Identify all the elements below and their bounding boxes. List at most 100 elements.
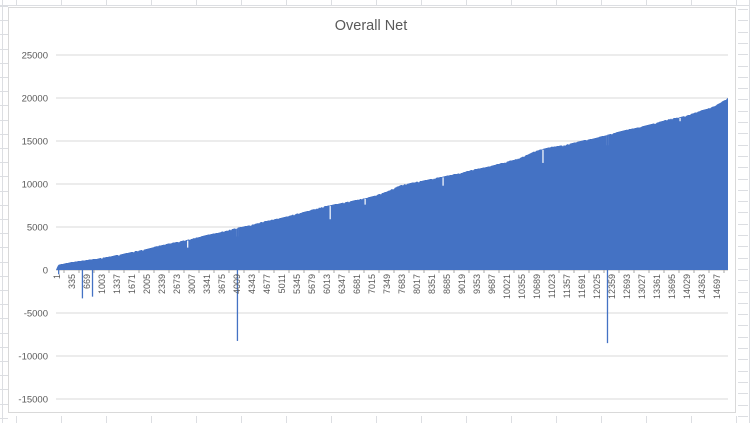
x-axis-label: 13361 [652, 274, 662, 299]
x-axis-label: 8017 [412, 274, 422, 294]
sheet-gridline [331, 416, 332, 423]
x-axis-label: 1003 [97, 274, 107, 294]
sheet-gridline [0, 77, 8, 78]
sheet-gridline [738, 42, 748, 44]
sheet-gridline [738, 235, 748, 236]
sheet-gridline [691, 0, 692, 5]
sheet-gridline [151, 416, 152, 423]
sheet-gridline [241, 0, 242, 5]
sheet-gridline [738, 246, 748, 248]
sheet-gridline [738, 144, 748, 146]
sheet-gridline [16, 416, 17, 423]
x-axis-label: 8685 [442, 274, 452, 294]
chart-title: Overall Net [335, 18, 408, 34]
sheet-gridline [556, 416, 557, 423]
sheet-gridline [738, 65, 748, 67]
sheet-gridline [0, 247, 8, 249]
sheet-gridline [466, 0, 467, 5]
x-axis-label: 4343 [247, 274, 257, 294]
sheet-gridline [0, 204, 8, 206]
sheet-gridline [241, 416, 242, 423]
x-axis-label: 12359 [607, 274, 617, 299]
sheet-gridline [0, 119, 8, 121]
sheet-gridline [738, 280, 748, 282]
x-axis-label: 7349 [382, 274, 392, 294]
y-axis-label: -10000 [18, 352, 48, 363]
y-axis-label: 20000 [22, 94, 48, 105]
y-axis-label: 25000 [22, 51, 48, 62]
sheet-gridline [421, 0, 422, 5]
x-axis-label: 9019 [457, 274, 467, 294]
sheet-gridline [16, 0, 17, 5]
sheet-gridline [736, 0, 737, 5]
sheet-gridline [738, 122, 748, 123]
x-axis-label: 11691 [577, 274, 587, 298]
x-axis-label: 14029 [682, 274, 692, 299]
sheet-gridline [738, 257, 748, 259]
sheet-gridline [0, 176, 8, 178]
sheet-gridline [738, 201, 748, 203]
sheet-gridline [738, 178, 748, 180]
sheet-gridline [738, 336, 748, 338]
x-axis-label: 2339 [157, 274, 167, 294]
x-axis-label: 4677 [262, 274, 272, 294]
sheet-gridline [0, 361, 8, 362]
sheet-gridline [106, 0, 107, 5]
sheet-gridline [466, 416, 467, 423]
sheet-gridline [0, 417, 8, 419]
sheet-gridline [0, 34, 8, 36]
sheet-gridline [748, 0, 750, 423]
sheet-gridline [0, 48, 8, 50]
sheet-gridline [646, 416, 647, 423]
sheet-gridline [691, 416, 692, 423]
x-axis-label: 5679 [307, 274, 317, 294]
sheet-gridline [738, 212, 748, 214]
sheet-gridline [376, 416, 377, 423]
x-axis-label: 3341 [202, 274, 212, 294]
x-axis-label: 9353 [472, 274, 482, 294]
sheet-gridline [0, 318, 8, 320]
sheet-gridline [376, 0, 377, 5]
sheet-gridline [738, 54, 748, 56]
sheet-gridline [738, 404, 748, 406]
x-axis-label: 6347 [337, 274, 347, 294]
x-axis-label: 7015 [367, 274, 377, 294]
sheet-gridline [0, 304, 8, 306]
sheet-gridline [738, 381, 748, 383]
sheet-gridline [286, 0, 287, 5]
x-axis-label: 3007 [187, 274, 197, 294]
y-axis-label: 5000 [27, 223, 48, 234]
sheet-gridline [738, 167, 748, 169]
x-axis-label: 3675 [217, 274, 227, 294]
sheet-gridline [738, 268, 748, 270]
sheet-gridline [738, 314, 748, 316]
sheet-gridline [738, 155, 748, 157]
x-axis-label: 1671 [127, 274, 137, 294]
sheet-gridline [331, 0, 332, 5]
sheet-gridline [738, 133, 748, 135]
y-axis-label: 15000 [22, 137, 48, 148]
x-axis-label: 669 [82, 274, 92, 289]
sheet-gridline [0, 375, 8, 377]
sheet-gridline [196, 0, 197, 5]
sheet-gridline [0, 105, 8, 107]
y-axis-label: 0 [43, 266, 48, 277]
sheet-gridline [738, 76, 748, 78]
series-area[interactable] [56, 98, 728, 270]
x-axis-label: 11357 [562, 274, 572, 298]
sheet-gridline [738, 359, 748, 361]
y-axis-label: -15000 [18, 395, 48, 406]
sheet-gridline [511, 416, 512, 423]
x-axis-label: 13027 [637, 274, 647, 299]
sheet-gridline [0, 233, 8, 235]
sheet-gridline [738, 223, 748, 225]
x-axis-label: 10689 [532, 274, 542, 299]
sheet-gridline [1, 0, 3, 423]
sheet-gridline [0, 4, 750, 6]
x-axis-label: 6681 [352, 274, 362, 294]
sheet-gridline [0, 346, 8, 348]
x-axis-label: 12693 [622, 274, 632, 299]
sheet-gridline [196, 416, 197, 423]
